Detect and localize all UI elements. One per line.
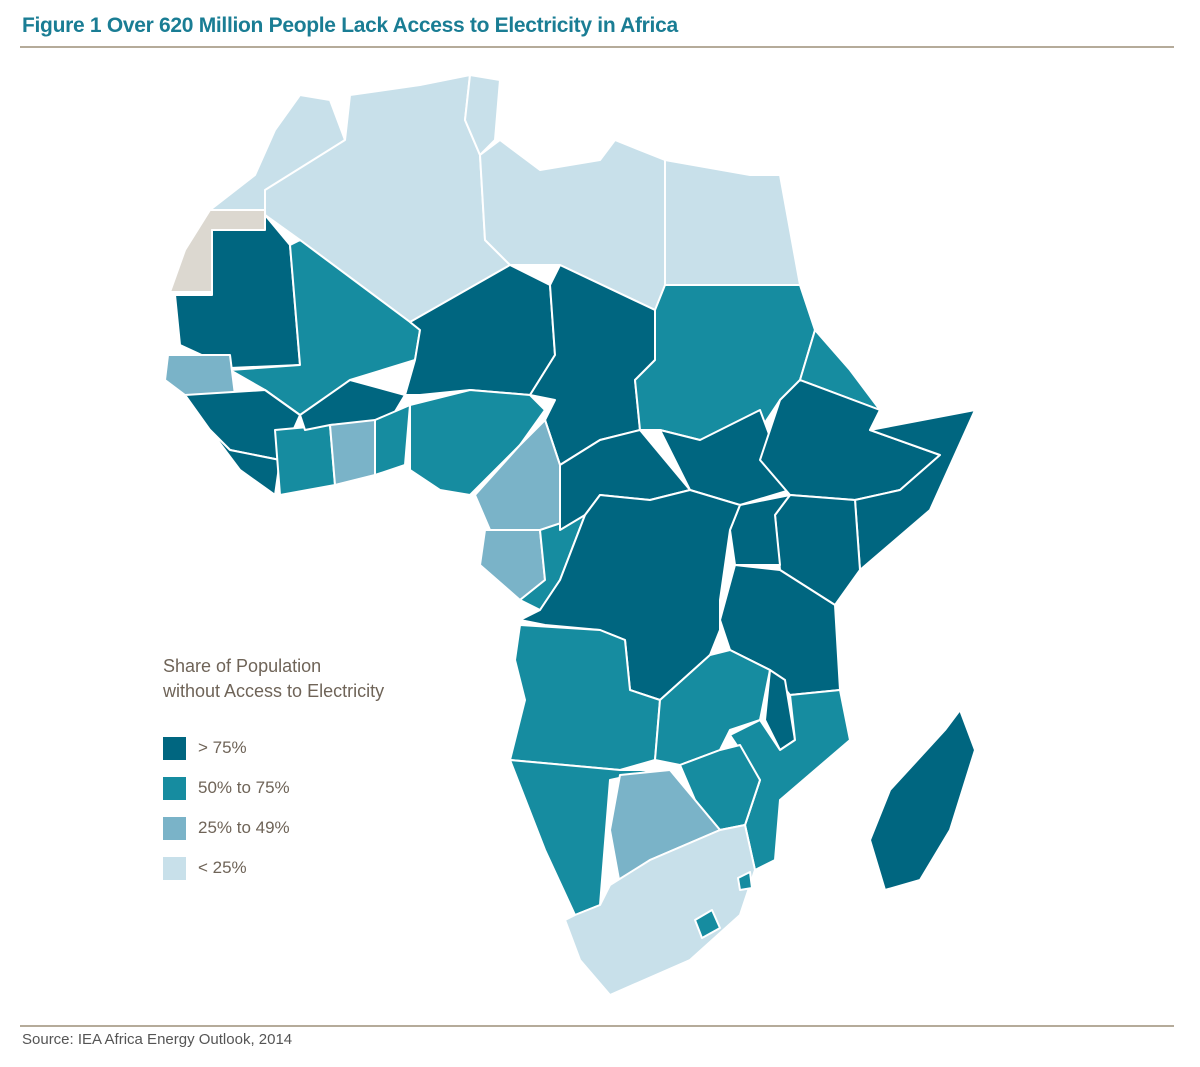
country-region — [664, 159, 801, 286]
country-region — [869, 709, 976, 891]
legend-label: 25% to 49% — [198, 818, 290, 837]
legend-title-line1: Share of Population — [163, 656, 322, 676]
legend-label: > 75% — [198, 738, 247, 757]
country-region — [329, 419, 376, 486]
legend-title-line2: without Access to Electricity — [163, 681, 385, 701]
top-rule — [20, 46, 1174, 48]
legend-swatch — [163, 776, 186, 800]
country-region — [209, 429, 281, 496]
legend-swatch — [163, 816, 186, 840]
legend-swatch — [163, 856, 186, 880]
legend-label: < 25% — [198, 858, 247, 877]
country-region — [164, 354, 236, 396]
country-region — [374, 404, 411, 476]
country-region — [564, 824, 756, 996]
legend-swatch — [163, 736, 186, 760]
legend: Share of Population without Access to El… — [163, 654, 384, 888]
country-region — [464, 74, 501, 156]
country-region — [274, 424, 336, 496]
country-region — [654, 649, 771, 766]
figure-title: Figure 1 Over 620 Million People Lack Ac… — [22, 14, 678, 37]
bottom-rule — [20, 1025, 1174, 1027]
legend-item-50-75: 50% to 75% — [163, 768, 384, 808]
country-region — [694, 909, 721, 939]
legend-item-25-49: 25% to 49% — [163, 808, 384, 848]
legend-label: 50% to 75% — [198, 778, 290, 797]
source-note: Source: IEA Africa Energy Outlook, 2014 — [22, 1031, 293, 1048]
legend-item-gt75: > 75% — [163, 728, 384, 768]
legend-item-lt25: < 25% — [163, 848, 384, 888]
country-region — [737, 871, 753, 891]
legend-title: Share of Population without Access to El… — [163, 654, 384, 704]
country-region — [509, 759, 656, 916]
